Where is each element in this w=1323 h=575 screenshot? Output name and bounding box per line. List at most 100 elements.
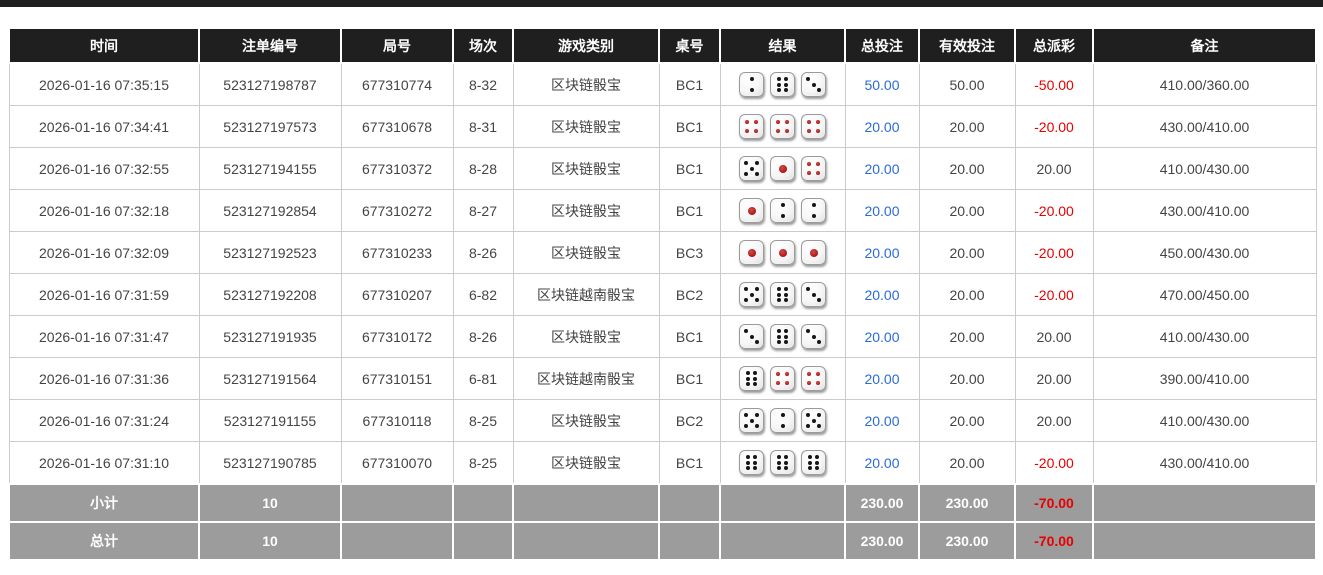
- die-3-icon: [801, 72, 826, 97]
- column-header-table_no: 桌号: [658, 27, 721, 64]
- cell-time: 2026-01-16 07:31:59: [8, 273, 200, 316]
- cell-time: 2026-01-16 07:32:18: [8, 189, 200, 232]
- cell-total_bet: 20.00: [844, 441, 920, 485]
- footer-empty-result: [719, 521, 846, 561]
- column-header-result: 结果: [719, 27, 846, 64]
- cell-session: 8-26: [452, 231, 514, 274]
- cell-remark: 470.00/450.00: [1092, 273, 1317, 316]
- cell-remark: 410.00/430.00: [1092, 315, 1317, 358]
- dice-result-icons: [723, 324, 843, 349]
- cell-time: 2026-01-16 07:31:36: [8, 357, 200, 400]
- cell-valid_bet: 20.00: [918, 399, 1016, 442]
- cell-remark: 430.00/410.00: [1092, 189, 1317, 232]
- die-3-icon: [801, 282, 826, 307]
- die-3-icon: [739, 324, 764, 349]
- footer-payout: -70.00: [1014, 483, 1094, 523]
- die-2-icon: [739, 72, 764, 97]
- cell-round_id: 677310678: [340, 105, 454, 148]
- cell-result: [719, 231, 846, 274]
- cell-bet_id: 523127192208: [198, 273, 342, 316]
- cell-session: 8-26: [452, 315, 514, 358]
- cell-valid_bet: 20.00: [918, 105, 1016, 148]
- cell-payout: -20.00: [1014, 441, 1094, 485]
- column-header-valid_bet: 有效投注: [918, 27, 1016, 64]
- cell-round_id: 677310151: [340, 357, 454, 400]
- cell-table_no: BC2: [658, 399, 721, 442]
- cell-session: 8-27: [452, 189, 514, 232]
- footer-valid-bet: 230.00: [918, 483, 1016, 523]
- cell-time: 2026-01-16 07:34:41: [8, 105, 200, 148]
- cell-game_type: 区块链骰宝: [512, 62, 660, 106]
- die-2-icon: [770, 408, 795, 433]
- cell-session: 8-31: [452, 105, 514, 148]
- footer-count: 10: [198, 483, 342, 523]
- die-5-icon: [739, 156, 764, 181]
- cell-game_type: 区块链越南骰宝: [512, 357, 660, 400]
- cell-round_id: 677310118: [340, 399, 454, 442]
- cell-valid_bet: 20.00: [918, 441, 1016, 485]
- footer-empty-game: [512, 521, 660, 561]
- cell-time: 2026-01-16 07:31:47: [8, 315, 200, 358]
- cell-bet_id: 523127197573: [198, 105, 342, 148]
- cell-payout: 20.00: [1014, 399, 1094, 442]
- cell-result: [719, 441, 846, 485]
- footer-total-bet: 230.00: [844, 483, 920, 523]
- die-5-icon: [739, 408, 764, 433]
- cell-table_no: BC1: [658, 315, 721, 358]
- cell-result: [719, 105, 846, 148]
- cell-result: [719, 189, 846, 232]
- cell-total_bet: 50.00: [844, 62, 920, 106]
- cell-game_type: 区块链骰宝: [512, 189, 660, 232]
- cell-table_no: BC3: [658, 231, 721, 274]
- cell-session: 8-32: [452, 62, 514, 106]
- table-row: 2026-01-16 07:34:41 523127197573 677310678…: [8, 105, 1317, 148]
- column-header-round_id: 局号: [340, 27, 454, 64]
- cell-session: 6-81: [452, 357, 514, 400]
- die-1-icon: [739, 198, 764, 223]
- cell-bet_id: 523127191935: [198, 315, 342, 358]
- die-6-icon: [770, 324, 795, 349]
- table-row: 2026-01-16 07:31:59 523127192208 677310207…: [8, 273, 1317, 316]
- die-6-icon: [801, 450, 826, 475]
- die-1-icon: [770, 240, 795, 265]
- table-row: 2026-01-16 07:35:15 523127198787 677310774…: [8, 62, 1317, 106]
- footer-empty-table: [658, 483, 721, 523]
- cell-result: [719, 62, 846, 106]
- cell-payout: -20.00: [1014, 273, 1094, 316]
- cell-session: 6-82: [452, 273, 514, 316]
- column-header-remark: 备注: [1092, 27, 1317, 64]
- footer-remark: [1092, 483, 1317, 523]
- die-6-icon: [739, 450, 764, 475]
- dice-result-icons: [723, 408, 843, 433]
- dice-result-icons: [723, 72, 843, 97]
- cell-total_bet: 20.00: [844, 399, 920, 442]
- footer-empty-round: [340, 483, 454, 523]
- cell-bet_id: 523127191564: [198, 357, 342, 400]
- cell-total_bet: 20.00: [844, 273, 920, 316]
- cell-round_id: 677310172: [340, 315, 454, 358]
- subtotal-row: 小计 10 230.00 230.00 -70.00: [8, 483, 1317, 523]
- cell-remark: 450.00/430.00: [1092, 231, 1317, 274]
- die-1-icon: [801, 240, 826, 265]
- cell-table_no: BC1: [658, 105, 721, 148]
- table-row: 2026-01-16 07:32:55 523127194155 677310372…: [8, 147, 1317, 190]
- cell-bet_id: 523127198787: [198, 62, 342, 106]
- footer-label: 小计: [8, 483, 200, 523]
- cell-valid_bet: 20.00: [918, 189, 1016, 232]
- cell-payout: -20.00: [1014, 231, 1094, 274]
- cell-game_type: 区块链骰宝: [512, 399, 660, 442]
- footer-payout: -70.00: [1014, 521, 1094, 561]
- cell-payout: -20.00: [1014, 189, 1094, 232]
- cell-remark: 430.00/410.00: [1092, 441, 1317, 485]
- footer-label: 总计: [8, 521, 200, 561]
- cell-payout: 20.00: [1014, 147, 1094, 190]
- footer-valid-bet: 230.00: [918, 521, 1016, 561]
- cell-game_type: 区块链骰宝: [512, 231, 660, 274]
- die-5-icon: [801, 408, 826, 433]
- cell-payout: -50.00: [1014, 62, 1094, 106]
- die-4-icon: [770, 366, 795, 391]
- cell-result: [719, 399, 846, 442]
- cell-session: 8-28: [452, 147, 514, 190]
- cell-round_id: 677310233: [340, 231, 454, 274]
- footer-empty-session: [452, 521, 514, 561]
